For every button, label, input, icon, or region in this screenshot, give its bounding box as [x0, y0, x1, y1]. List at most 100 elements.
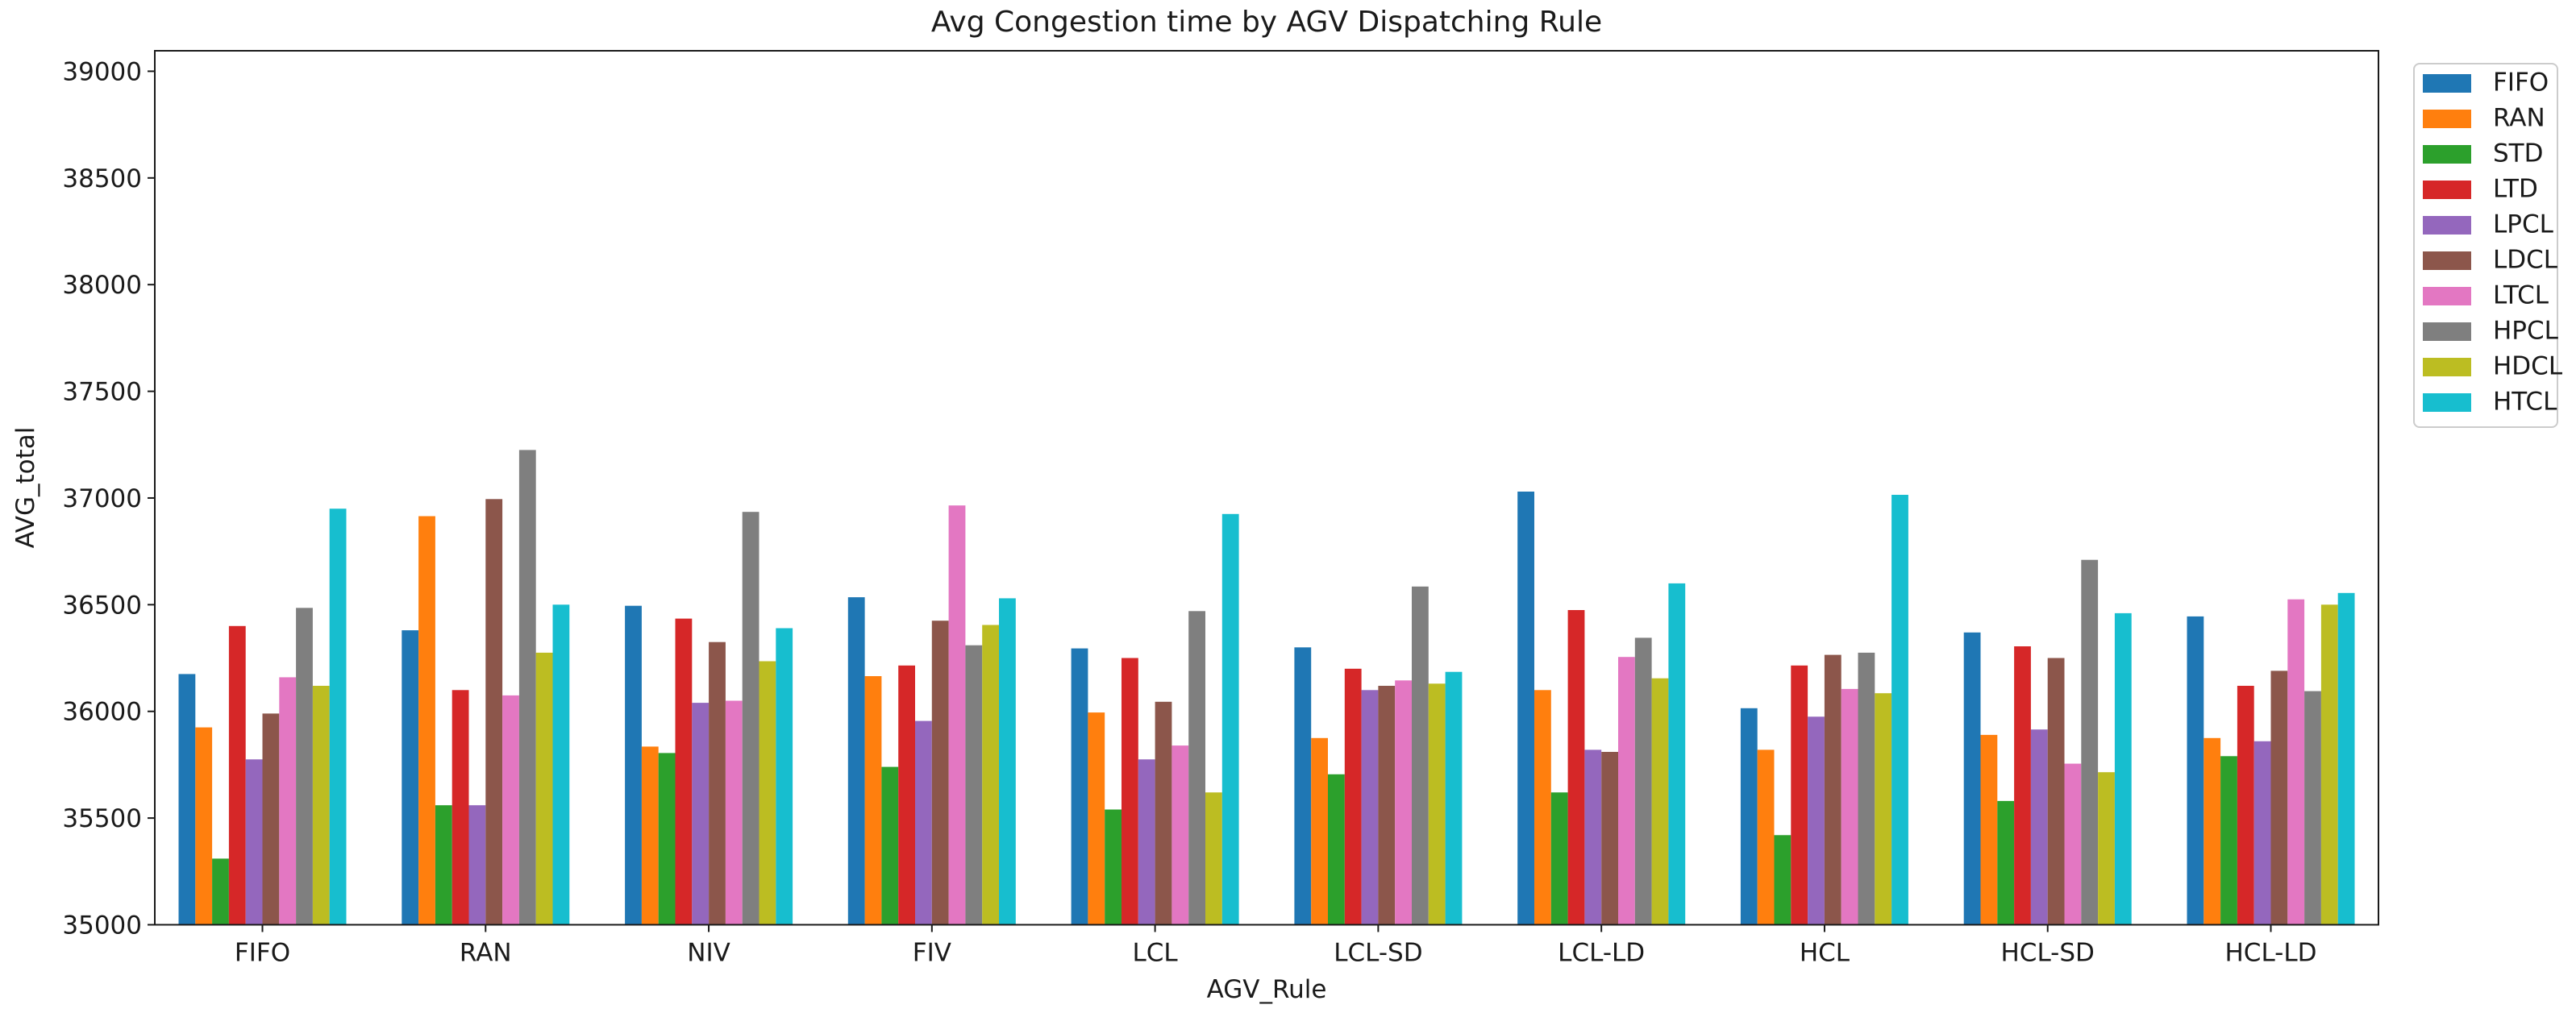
- bar-HCL-LDCL: [1824, 654, 1841, 925]
- bar-LCL-SD-STD: [1328, 774, 1345, 925]
- bar-HCL-LTD: [1791, 665, 1808, 925]
- y-tick-label: 38000: [62, 271, 142, 300]
- legend-item-HPCL: HPCL: [2415, 316, 2558, 345]
- bar-RAN-HTCL: [552, 604, 570, 925]
- bar-NIV-LTD: [675, 618, 693, 925]
- y-tick-label: 38500: [62, 164, 142, 193]
- bar-HCL-LPCL: [1808, 716, 1825, 925]
- y-tick-label: 35500: [62, 804, 142, 833]
- bar-FIV-FIFO: [847, 597, 865, 925]
- bar-LCL-LTD: [1122, 658, 1138, 925]
- bar-HCL-LD-FIFO: [2187, 616, 2204, 925]
- bar-LCL-LD-HDCL: [1651, 678, 1669, 925]
- bar-FIFO-STD: [212, 858, 229, 925]
- x-tick-label-LCL-LD: LCL-LD: [1558, 939, 1645, 968]
- bar-RAN-STD: [435, 805, 452, 925]
- legend-item-RAN: RAN: [2415, 103, 2557, 132]
- plot-border: [154, 50, 2379, 926]
- bar-RAN-LPCL: [468, 805, 486, 925]
- bar-HCL-FIFO: [1740, 708, 1758, 925]
- bar-HCL-LD-HDCL: [2320, 604, 2338, 925]
- bar-FIV-HTCL: [999, 598, 1016, 925]
- bar-FIFO-LTD: [228, 625, 246, 925]
- bar-LCL-STD: [1105, 809, 1122, 925]
- bar-FIV-LDCL: [931, 621, 949, 925]
- bar-NIV-HDCL: [759, 661, 776, 925]
- bar-HCL-HPCL: [1858, 652, 1875, 925]
- bar-FIFO-HTCL: [329, 509, 347, 925]
- y-tick-label: 36500: [62, 591, 142, 620]
- bar-LCL-SD-LDCL: [1378, 686, 1396, 925]
- bar-HCL-LD-LTD: [2237, 686, 2254, 925]
- bar-HCL-LD-STD: [2220, 756, 2237, 925]
- bar-HCL-LD-RAN: [2204, 737, 2221, 925]
- bar-NIV-LPCL: [692, 703, 710, 925]
- legend-swatch-LTCL: [2423, 287, 2471, 305]
- legend-item-LTCL: LTCL: [2415, 280, 2557, 309]
- legend-item-HDCL: HDCL: [2415, 351, 2562, 380]
- legend-item-HTCL: HTCL: [2415, 387, 2557, 416]
- bar-FIFO-HDCL: [312, 686, 330, 925]
- bar-HCL-SD-LDCL: [2047, 658, 2065, 925]
- bar-LCL-LD-HTCL: [1668, 583, 1686, 925]
- bar-LCL-SD-FIFO: [1294, 647, 1312, 925]
- bar-FIFO-LPCL: [245, 759, 263, 925]
- y-tick-label: 39000: [62, 57, 142, 86]
- y-tick-label: 37500: [62, 378, 142, 407]
- bar-LCL-SD-HDCL: [1428, 683, 1446, 925]
- bar-FIV-STD: [881, 766, 899, 925]
- x-tick-label-FIFO: FIFO: [235, 939, 290, 968]
- bar-RAN-HPCL: [518, 450, 536, 925]
- x-tick-label-RAN: RAN: [460, 939, 512, 968]
- x-tick-label-HCL-SD: HCL-SD: [2001, 939, 2095, 968]
- bar-RAN-LTCL: [502, 695, 519, 925]
- bar-HCL-LD-LTCL: [2287, 599, 2305, 925]
- legend-item-FIFO: FIFO: [2415, 68, 2557, 97]
- legend-label: HTCL: [2493, 387, 2557, 417]
- bar-HCL-HTCL: [1891, 495, 1908, 925]
- bar-HCL-RAN: [1757, 749, 1775, 925]
- bar-NIV-HPCL: [742, 512, 759, 925]
- bar-LCL-LD-LPCL: [1584, 749, 1602, 925]
- bar-LCL-SD-LTD: [1344, 668, 1362, 925]
- bar-FIV-HPCL: [965, 645, 983, 925]
- bar-RAN-LTD: [452, 690, 469, 925]
- bar-LCL-HPCL: [1188, 611, 1205, 925]
- bar-HCL-SD-LTD: [2014, 646, 2031, 925]
- bar-NIV-HTCL: [776, 628, 793, 925]
- bar-NIV-LTCL: [725, 700, 743, 925]
- bar-HCL-LD-LPCL: [2253, 741, 2271, 925]
- bar-LCL-SD-LPCL: [1361, 690, 1379, 925]
- bar-RAN-RAN: [418, 516, 435, 925]
- legend-item-LTD: LTD: [2415, 174, 2557, 203]
- bar-FIFO-FIFO: [178, 674, 196, 925]
- legend-swatch-STD: [2423, 145, 2471, 164]
- legend-swatch-HPCL: [2423, 322, 2471, 341]
- legend-label: LPCL: [2493, 210, 2553, 239]
- bar-HCL-SD-HTCL: [2114, 612, 2132, 925]
- bar-HCL-LD-LDCL: [2270, 670, 2288, 925]
- x-tick-label-LCL-SD: LCL-SD: [1334, 939, 1422, 968]
- bar-HCL-SD-LPCL: [2030, 729, 2048, 925]
- bar-FIFO-LDCL: [262, 713, 280, 925]
- bar-LCL-LDCL: [1155, 701, 1172, 925]
- bar-LCL-LD-LDCL: [1601, 752, 1618, 925]
- bar-HCL-HDCL: [1875, 693, 1892, 925]
- bar-FIFO-HPCL: [296, 608, 313, 925]
- bar-LCL-LD-RAN: [1534, 690, 1551, 925]
- bar-RAN-HDCL: [535, 652, 553, 925]
- bar-FIFO-RAN: [195, 727, 213, 925]
- bar-HCL-SD-FIFO: [1963, 632, 1981, 925]
- bar-HCL-SD-HPCL: [2081, 559, 2099, 925]
- bar-LCL-SD-HPCL: [1412, 586, 1429, 925]
- legend-swatch-HTCL: [2423, 393, 2471, 412]
- bar-FIV-LPCL: [915, 720, 932, 925]
- legend-label: LTCL: [2493, 280, 2549, 310]
- bar-NIV-RAN: [641, 746, 659, 925]
- legend-swatch-LPCL: [2423, 216, 2471, 235]
- bar-LCL-LTCL: [1171, 745, 1189, 925]
- bar-FIV-LTCL: [948, 505, 966, 925]
- bar-LCL-SD-HTCL: [1445, 671, 1463, 925]
- bar-HCL-LD-HPCL: [2304, 691, 2321, 925]
